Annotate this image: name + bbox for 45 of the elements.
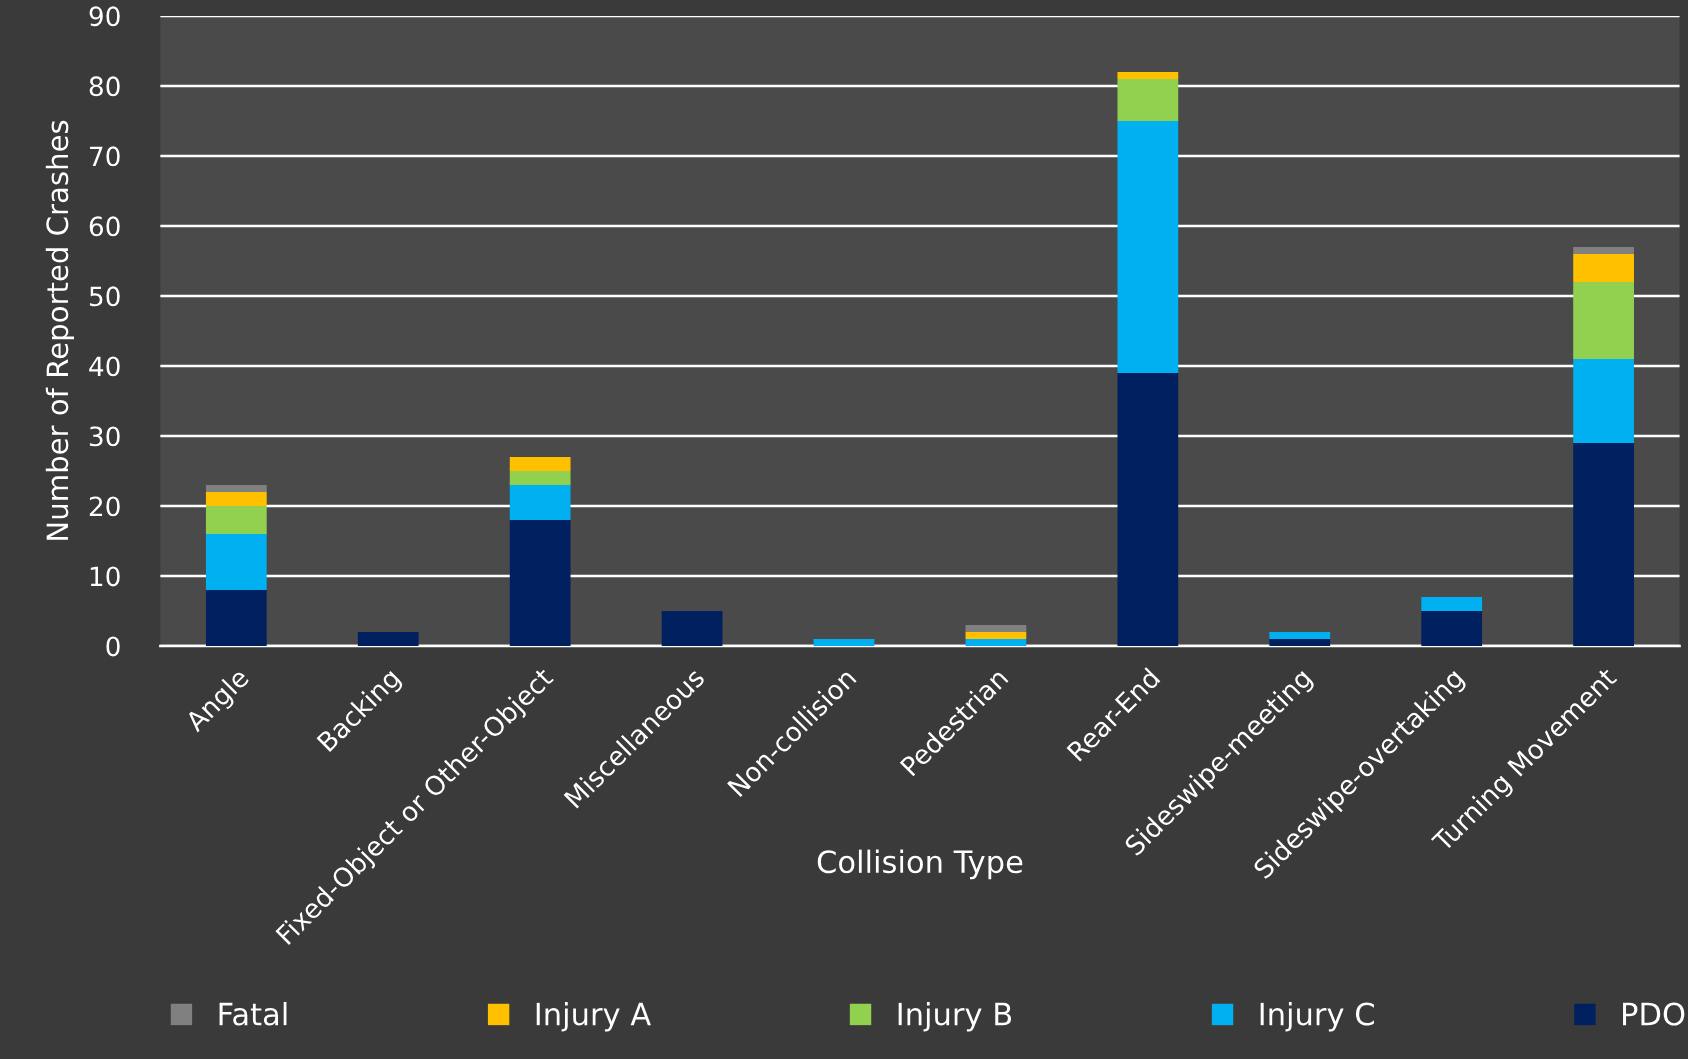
bar — [965, 638, 1027, 646]
bar — [1269, 638, 1331, 646]
y-axis-title: Number of Reported Crashes — [45, 120, 74, 540]
bar — [1117, 372, 1179, 646]
bar — [509, 519, 571, 646]
bar — [509, 484, 571, 520]
y-tick-label: 10 — [90, 566, 120, 587]
bar — [1573, 281, 1634, 359]
bar — [1573, 253, 1634, 282]
bar — [509, 456, 571, 471]
x-axis-title: Collision Type — [817, 849, 1023, 880]
y-tick-label: 90 — [89, 6, 120, 27]
bar — [813, 638, 875, 646]
y-tick-label: 30 — [89, 426, 120, 447]
bar — [1573, 358, 1634, 443]
bar — [1421, 610, 1483, 646]
legend-label: Injury A — [536, 1001, 651, 1032]
bar — [1117, 71, 1179, 79]
bar — [965, 624, 1027, 632]
bar — [661, 610, 723, 646]
bar — [1117, 120, 1179, 373]
legend-label: Fatal — [219, 1001, 287, 1026]
bar — [1269, 631, 1331, 639]
bar — [1573, 246, 1634, 254]
bar — [205, 505, 267, 534]
legend-label: Injury C — [1260, 1001, 1374, 1032]
bar — [1421, 596, 1483, 611]
y-tick-label: 80 — [89, 76, 120, 97]
bar — [205, 589, 267, 646]
bar — [509, 470, 571, 485]
bar — [205, 491, 267, 506]
y-tick-label: 0 — [106, 636, 120, 657]
y-tick-label: 70 — [90, 146, 120, 167]
y-tick-label: 50 — [89, 286, 120, 307]
bar — [965, 631, 1027, 639]
y-tick-label: 40 — [89, 356, 120, 377]
legend-label: PDO — [1623, 1002, 1685, 1026]
y-tick-label: 60 — [89, 216, 120, 237]
bar — [1573, 442, 1634, 646]
y-tick-label: 20 — [89, 496, 120, 517]
bar — [205, 533, 267, 590]
bar — [357, 631, 419, 646]
legend-label: Injury B — [898, 1001, 1012, 1032]
bar — [1117, 78, 1179, 121]
bar — [205, 484, 267, 492]
